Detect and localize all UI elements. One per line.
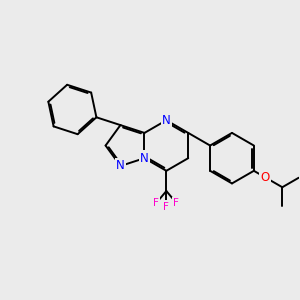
Text: F: F [164,202,169,212]
Text: F: F [153,198,159,208]
Text: O: O [260,171,269,184]
Text: N: N [162,114,171,127]
Text: N: N [116,160,125,172]
Text: F: F [173,198,179,208]
Text: N: N [140,152,149,165]
